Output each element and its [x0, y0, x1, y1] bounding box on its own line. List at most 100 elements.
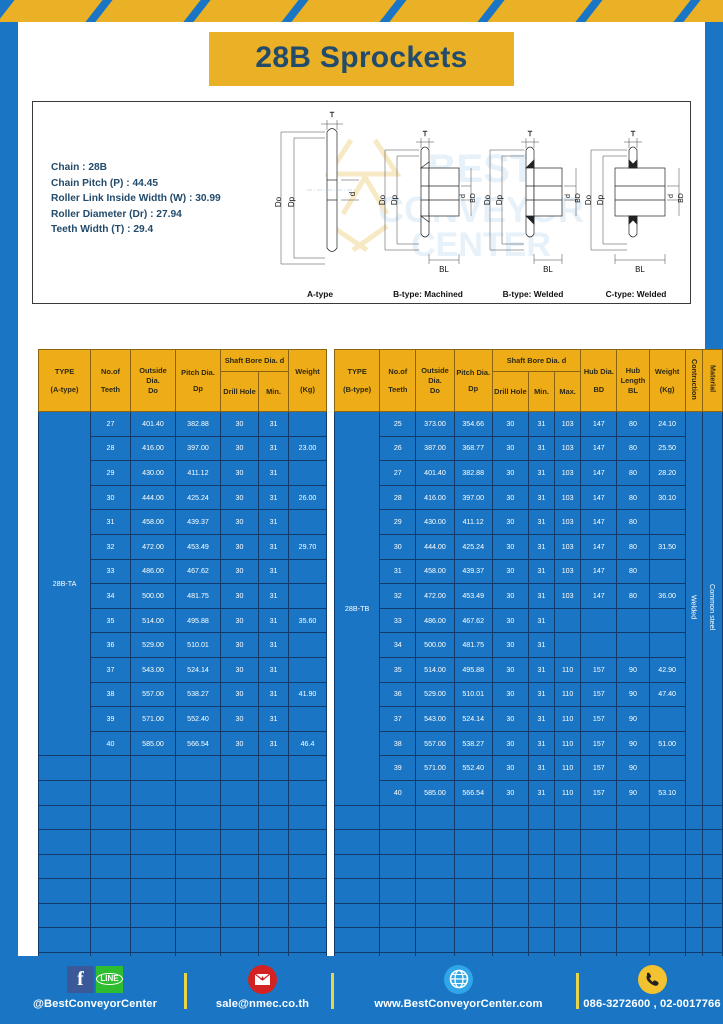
cell-bd: 157	[580, 755, 618, 781]
cell-empty	[491, 878, 529, 904]
cell-empty	[648, 878, 686, 904]
cell-teeth: 34	[90, 583, 131, 609]
cell-empty	[527, 804, 556, 831]
cell-pd: 439.37	[453, 558, 493, 585]
cell-drill: 30	[220, 607, 259, 634]
cell-empty	[648, 927, 686, 954]
line-icon[interactable]: LINE	[96, 965, 123, 993]
facebook-icon[interactable]: f	[67, 965, 94, 993]
cell-empty	[554, 902, 582, 929]
cell-empty	[684, 804, 703, 831]
cell-empty	[220, 779, 259, 806]
cell-pd: 368.77	[453, 435, 493, 462]
cell-empty	[175, 829, 221, 855]
cell-drill: 30	[491, 607, 529, 634]
cell-drill: 30	[491, 435, 529, 462]
cell-empty	[527, 927, 556, 954]
top-chevron-band	[0, 0, 723, 22]
cell-pd: 453.49	[175, 533, 221, 560]
col-min: Min.	[527, 371, 556, 412]
cell-drill: 30	[491, 779, 529, 806]
cell-drill: 30	[491, 411, 529, 437]
cell-pd: 538.27	[175, 681, 221, 708]
cell-empty	[38, 755, 91, 781]
cell-empty	[701, 878, 723, 904]
cell-empty	[379, 878, 417, 904]
cell-pd: 481.75	[453, 632, 493, 658]
footer-website[interactable]: www.BestConveyorCenter.com	[336, 964, 581, 1010]
svg-text:Dp: Dp	[596, 194, 605, 205]
diagram-caption: B-type: Welded	[502, 289, 564, 299]
website-url: www.BestConveyorCenter.com	[374, 998, 543, 1010]
cell-empty	[616, 804, 650, 831]
cell-empty	[554, 829, 582, 855]
diagram-b-machined: T Do Dp d BD BL B-type: Machine	[375, 104, 481, 303]
col-pitch-dia: Pitch Dia. Dp	[175, 349, 221, 412]
svg-text:T: T	[330, 112, 335, 119]
cell-empty	[175, 755, 221, 781]
cell-pd: 566.54	[453, 779, 493, 806]
cell-empty	[288, 927, 328, 954]
cell-weight: 46.4	[288, 730, 328, 757]
spec-chain-pitch: Chain Pitch (P) : 44.45	[51, 177, 158, 189]
cell-pd: 524.14	[175, 656, 221, 683]
cell-drill: 30	[220, 558, 259, 585]
cell-weight	[288, 558, 328, 585]
cell-drill: 30	[220, 435, 259, 462]
cell-min: 31	[527, 509, 556, 535]
cell-empty	[379, 829, 417, 855]
svg-text:BL: BL	[439, 265, 449, 274]
cell-od: 557.00	[130, 681, 176, 708]
table-row: 31 458.00 439.37 30 31 103 147 80	[335, 558, 723, 585]
cell-max: 103	[554, 460, 582, 486]
phone-icon[interactable]	[637, 964, 667, 994]
svg-text:T: T	[528, 131, 533, 138]
cell-min: 31	[257, 509, 290, 535]
table-row-empty	[38, 853, 328, 880]
cell-od: 486.00	[415, 607, 455, 634]
cell-empty	[616, 853, 650, 880]
cell-empty	[130, 779, 176, 806]
b-type-table-body: 28B-TB 25 373.00 354.66 30 31 103 147 80 24.10 Wel…	[333, 411, 723, 1003]
footer-phone[interactable]: 086-3272600 , 02-0017766	[581, 964, 723, 1010]
cell-bd: 157	[580, 706, 618, 732]
cell-empty	[288, 779, 328, 806]
table-row-empty	[333, 902, 723, 929]
cell-empty	[333, 878, 381, 904]
col-weight: Weight (Kg)	[288, 349, 328, 412]
cell-max: 110	[554, 656, 582, 683]
svg-text:Dp: Dp	[390, 194, 399, 205]
cell-weight: 24.10	[648, 411, 686, 437]
cell-teeth: 29	[379, 509, 417, 535]
cell-max: 103	[554, 484, 582, 511]
spec-chain: Chain : 28B	[51, 162, 108, 173]
cell-drill: 30	[491, 533, 529, 560]
cell-drill: 30	[491, 484, 529, 511]
cell-od: 571.00	[130, 706, 176, 732]
globe-icon[interactable]	[444, 964, 473, 994]
cell-od: 529.00	[415, 681, 455, 708]
email-icon[interactable]	[248, 964, 277, 994]
cell-empty	[616, 902, 650, 929]
footer-facebook[interactable]: f LINE @BestConveyorCenter	[0, 964, 190, 1010]
cell-empty	[616, 927, 650, 954]
cell-weight	[648, 558, 686, 585]
email-address: sale@nmec.co.th	[215, 998, 310, 1010]
cell-od: 416.00	[130, 435, 176, 462]
page-sheet: 28B Sprockets Chain : 28B Chain Pitch (P…	[18, 22, 723, 1003]
cell-teeth: 34	[379, 632, 417, 658]
cell-pd: 354.66	[453, 411, 493, 437]
col-group-shaft-bore: Shaft Bore Dia. d	[491, 349, 582, 372]
col-drill-hole: Drill Hole	[220, 371, 259, 412]
spec-roller-width: Roller Link Inside Width (W) : 30.99	[51, 193, 221, 205]
a-type-table-body: 28B-TA 27 401.40 382.88 30 31 28 416.00 397.00 30…	[38, 410, 328, 1003]
table-row-empty	[38, 902, 328, 929]
footer-email[interactable]: sale@nmec.co.th	[190, 964, 335, 1010]
cell-drill: 30	[491, 755, 529, 781]
cell-empty	[90, 804, 131, 831]
cell-empty	[684, 927, 703, 954]
cell-drill: 30	[220, 656, 259, 683]
cell-empty	[527, 829, 556, 855]
col-hub-length: Hub Length BL	[616, 349, 650, 412]
cell-pd: 538.27	[453, 730, 493, 757]
